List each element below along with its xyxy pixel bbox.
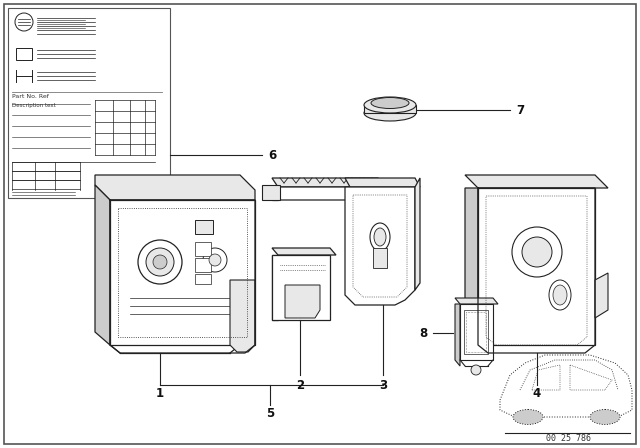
- Text: 6: 6: [268, 148, 276, 161]
- Bar: [16, 48, 32, 60]
- Polygon shape: [95, 185, 110, 345]
- Polygon shape: [478, 188, 595, 345]
- Polygon shape: [345, 187, 415, 305]
- Polygon shape: [110, 200, 255, 345]
- Polygon shape: [95, 175, 255, 200]
- Circle shape: [203, 248, 227, 272]
- Text: 1: 1: [156, 387, 164, 400]
- Bar: [8, 8, 170, 198]
- Polygon shape: [455, 304, 460, 366]
- Polygon shape: [272, 187, 278, 200]
- Polygon shape: [272, 255, 330, 320]
- Polygon shape: [272, 248, 336, 255]
- Circle shape: [471, 365, 481, 375]
- Bar: [195, 258, 211, 272]
- Ellipse shape: [553, 285, 567, 305]
- Ellipse shape: [590, 409, 620, 425]
- Text: Description text: Description text: [12, 103, 56, 108]
- Ellipse shape: [374, 228, 386, 246]
- Polygon shape: [465, 175, 608, 188]
- Polygon shape: [465, 188, 478, 345]
- Ellipse shape: [371, 98, 409, 108]
- Polygon shape: [262, 185, 280, 200]
- Polygon shape: [272, 187, 384, 200]
- Circle shape: [15, 13, 33, 31]
- Bar: [195, 242, 211, 256]
- Text: 5: 5: [266, 406, 274, 419]
- Polygon shape: [272, 178, 384, 187]
- Polygon shape: [460, 304, 493, 360]
- Ellipse shape: [364, 105, 416, 121]
- Polygon shape: [415, 178, 420, 290]
- Ellipse shape: [513, 409, 543, 425]
- Circle shape: [138, 240, 182, 284]
- Ellipse shape: [549, 280, 571, 310]
- Bar: [464, 310, 488, 354]
- Polygon shape: [595, 273, 608, 318]
- Text: 00 25 786: 00 25 786: [545, 434, 591, 443]
- Polygon shape: [455, 298, 498, 304]
- Polygon shape: [230, 280, 255, 352]
- Bar: [195, 220, 213, 234]
- Circle shape: [146, 248, 174, 276]
- Ellipse shape: [364, 97, 416, 113]
- Text: 8: 8: [419, 327, 427, 340]
- Ellipse shape: [370, 223, 390, 251]
- Circle shape: [512, 227, 562, 277]
- Text: 4: 4: [533, 387, 541, 400]
- Text: Part No. Ref: Part No. Ref: [12, 94, 49, 99]
- Text: 2: 2: [296, 379, 304, 392]
- Circle shape: [209, 254, 221, 266]
- Bar: [195, 274, 211, 284]
- Bar: [373, 248, 387, 268]
- Polygon shape: [272, 255, 278, 320]
- Polygon shape: [364, 105, 416, 113]
- Circle shape: [522, 237, 552, 267]
- Polygon shape: [285, 285, 320, 318]
- Text: 3: 3: [379, 379, 387, 392]
- Polygon shape: [345, 178, 420, 187]
- Circle shape: [153, 255, 167, 269]
- Text: 7: 7: [516, 103, 524, 116]
